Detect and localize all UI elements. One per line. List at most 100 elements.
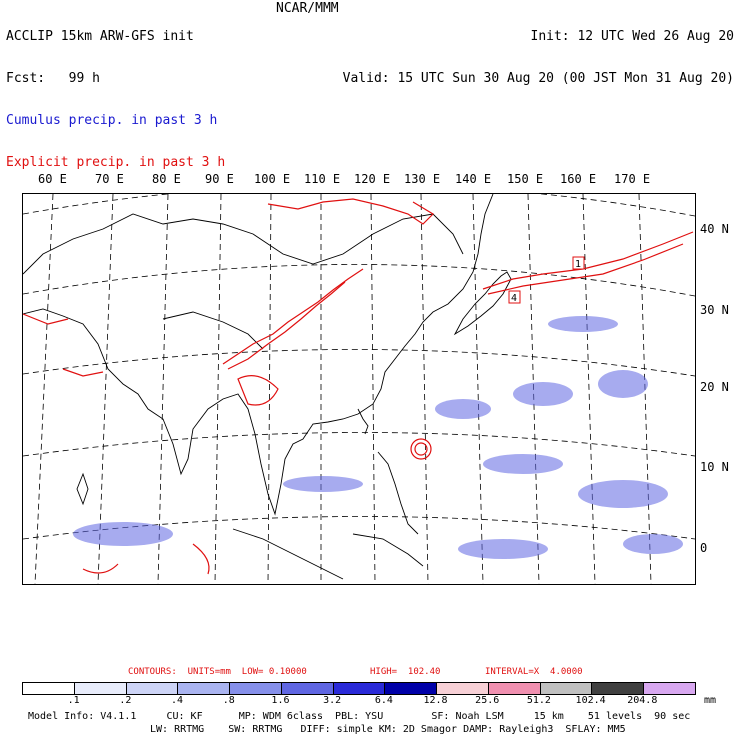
- colorbar: [22, 682, 696, 695]
- precip-india-north: [23, 313, 69, 325]
- lon-line-160e: [582, 194, 596, 584]
- model-info-line2: LW: RRTMG SW: RRTMG DIFF: simple KM: 2D …: [150, 724, 626, 735]
- cumulus-blob-8: [458, 539, 548, 559]
- lon-line-100e: [267, 194, 272, 584]
- header-left: ACCLIP 15km ARW-GFS init Fcst: 99 h Cumu…: [6, 2, 225, 184]
- colorbar-swatch: [23, 683, 75, 694]
- colorbar-tick-label: 1.6: [271, 695, 290, 706]
- precip-contour-north: [267, 198, 434, 225]
- precip-india-west: [62, 368, 104, 377]
- colorbar-swatch: [644, 683, 695, 694]
- philippines-outline: [377, 451, 419, 535]
- contour-high: HIGH= 102.40: [370, 667, 441, 677]
- precip-indian-ocean: [82, 563, 119, 574]
- colorbar-swatch: [437, 683, 489, 694]
- lat-label-40n: 40 N: [700, 222, 729, 236]
- colorbar-swatch: [126, 683, 179, 694]
- map-canvas: 1 4: [23, 194, 695, 584]
- colorbar-tick-label: .2: [119, 695, 132, 706]
- lat-line-10n: [23, 432, 695, 457]
- lon-line-90e: [214, 194, 222, 584]
- himalaya-border: [162, 311, 264, 350]
- lat-line-40n: [23, 194, 695, 217]
- box-label-1: 1: [575, 259, 581, 270]
- box-label-4-frame: [508, 290, 521, 304]
- cumulus-blob-10: [548, 316, 618, 332]
- colorbar-swatch: [281, 683, 334, 694]
- sri-lanka-outline: [76, 472, 89, 506]
- lat-line-20n: [23, 349, 695, 377]
- colorbar-swatch: [592, 683, 645, 694]
- precip-front-pacific-inner: [487, 243, 684, 295]
- valid-time: Valid: 15 UTC Sun 30 Aug 20 (00 JST Mon …: [342, 71, 734, 86]
- colorbar-tick-label: 12.8: [423, 695, 448, 706]
- lon-line-80e: [157, 194, 169, 584]
- colorbar-swatch: [333, 683, 386, 694]
- header-right: Init: 12 UTC Wed 26 Aug 20 Valid: 15 UTC…: [343, 2, 734, 100]
- lon-label-80e: 80 E: [152, 172, 181, 186]
- lon-label-150e: 150 E: [507, 172, 544, 186]
- lon-label-60e: 60 E: [38, 172, 67, 186]
- box-label-4: 4: [511, 293, 517, 304]
- lon-label-100e: 100 E: [254, 172, 291, 186]
- japan-outline: [453, 271, 512, 336]
- colorbar-swatch: [488, 683, 541, 694]
- indonesia-outline: [232, 528, 344, 580]
- cumulus-blob-5: [578, 480, 668, 508]
- lon-line-130e: [420, 194, 429, 584]
- lat-label-10n: 10 N: [700, 460, 729, 474]
- header-center: NCAR/MMM: [276, 1, 339, 16]
- lon-line-60e: [34, 194, 54, 584]
- lon-label-110e: 110 E: [304, 172, 341, 186]
- borneo-outline: [352, 533, 424, 567]
- cumulus-blob-4: [483, 454, 563, 474]
- cumulus-blob-7: [73, 522, 173, 546]
- lon-line-140e: [472, 194, 484, 584]
- cumulus-blob-3: [598, 370, 648, 398]
- asia-coastline: [23, 194, 494, 516]
- lon-line-70e: [97, 194, 114, 584]
- colorbar-tick-label: .1: [67, 695, 80, 706]
- typhoon-ring-outer: [410, 438, 432, 460]
- colorbar-tick-label: 204.8: [627, 695, 658, 706]
- colorbar-swatch: [385, 683, 438, 694]
- precip-map: 1 4: [22, 193, 696, 585]
- lat-label-0: 0: [700, 541, 708, 555]
- legend-cumulus: Cumulus precip. in past 3 h: [6, 113, 218, 128]
- lon-line-120e: [370, 194, 376, 584]
- coastlines: [23, 194, 512, 580]
- lon-label-160e: 160 E: [560, 172, 597, 186]
- colorbar-tick-label: 6.4: [374, 695, 393, 706]
- colorbar-tick-label: 25.6: [475, 695, 500, 706]
- colorbar-tick-label: 102.4: [575, 695, 606, 706]
- model-title: ACCLIP 15km ARW-GFS init: [6, 29, 194, 44]
- lon-label-130e: 130 E: [404, 172, 441, 186]
- cumulus-blob-6: [283, 476, 363, 492]
- lat-label-20n: 20 N: [700, 380, 729, 394]
- cumulus-blob-1: [435, 399, 491, 419]
- precip-cluster-yunnan: [237, 375, 279, 406]
- box-label-1-frame: [572, 256, 585, 270]
- lon-label-70e: 70 E: [95, 172, 124, 186]
- colorbar-tick-label: .4: [171, 695, 184, 706]
- legend-explicit: Explicit precip. in past 3 h: [6, 155, 226, 170]
- precip-sumatra: [192, 543, 210, 575]
- lat-label-30n: 30 N: [700, 303, 729, 317]
- precip-front-pacific: [482, 231, 694, 290]
- colorbar-tick-label: .8: [222, 695, 235, 706]
- precip-front-china: [222, 268, 364, 365]
- explicit-precip: [23, 198, 694, 575]
- typhoon-ring-inner: [414, 442, 428, 456]
- cumulus-precip: [73, 316, 683, 559]
- colorbar-swatch: [540, 683, 593, 694]
- box-labels: 1 4: [508, 256, 585, 304]
- lon-label-120e: 120 E: [354, 172, 391, 186]
- colorbar-tick-label: 51.2: [526, 695, 551, 706]
- contour-units: CONTOURS: UNITS=mm LOW= 0.10000: [128, 667, 307, 677]
- colorbar-swatch: [178, 683, 231, 694]
- lon-label-90e: 90 E: [205, 172, 234, 186]
- lon-label-170e: 170 E: [614, 172, 651, 186]
- colorbar-swatch: [74, 683, 127, 694]
- colorbar-swatch: [230, 683, 282, 694]
- forecast-hour: Fcst: 99 h: [6, 71, 100, 86]
